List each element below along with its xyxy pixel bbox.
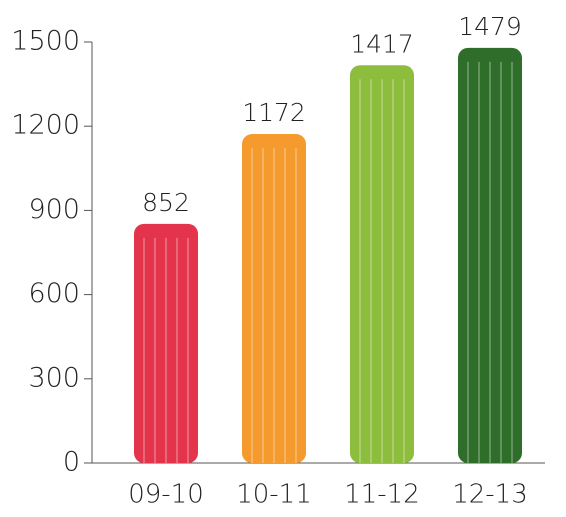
value-label: 1172: [242, 98, 306, 127]
x-tick-label: 10-11: [236, 480, 312, 510]
x-tick-label: 11-12: [344, 480, 420, 510]
value-label: 852: [142, 188, 190, 217]
bar: [134, 223, 198, 463]
bar: [242, 134, 306, 464]
y-tick-label: 300: [28, 362, 80, 393]
bar: [350, 65, 414, 463]
y-tick-label: 0: [63, 447, 80, 478]
y-tick-label: 1200: [11, 110, 80, 141]
x-tick-label: 12-13: [452, 480, 528, 510]
y-tick-label: 1500: [11, 26, 80, 57]
bar: [458, 47, 522, 463]
value-label: 1417: [350, 29, 414, 58]
x-tick-label: 09-10: [128, 480, 204, 510]
value-label: 1479: [458, 12, 522, 41]
y-tick-label: 900: [28, 194, 80, 225]
y-tick-label: 600: [28, 278, 80, 309]
